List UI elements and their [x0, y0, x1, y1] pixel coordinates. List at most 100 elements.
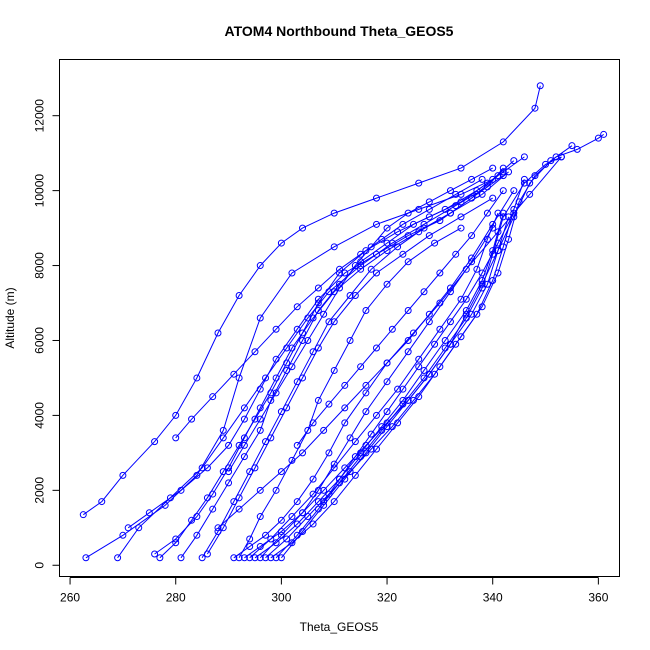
data-point	[468, 254, 476, 262]
data-point	[351, 262, 359, 270]
x-tick-label: 280	[166, 591, 186, 605]
data-point	[262, 374, 270, 382]
series-line	[233, 156, 562, 559]
data-point	[499, 138, 507, 146]
series-22	[293, 187, 507, 449]
data-point	[351, 471, 359, 479]
data-point	[404, 348, 412, 356]
data-point	[404, 209, 412, 217]
data-point	[457, 213, 465, 221]
data-point	[473, 310, 481, 318]
data-point	[341, 381, 349, 389]
data-point	[325, 490, 333, 498]
data-point	[409, 329, 417, 337]
data-point	[151, 550, 159, 558]
data-point	[198, 464, 206, 472]
data-point	[425, 370, 433, 378]
series-line	[249, 212, 499, 559]
data-point	[510, 209, 518, 217]
data-point	[399, 250, 407, 258]
data-point	[536, 82, 544, 90]
data-point	[214, 524, 222, 532]
data-point	[520, 153, 528, 161]
data-point	[219, 468, 227, 476]
series-24	[214, 187, 518, 532]
x-tick-label: 340	[483, 591, 503, 605]
data-point	[452, 250, 460, 258]
data-point	[256, 486, 264, 494]
data-point	[399, 220, 407, 228]
data-point	[240, 404, 248, 412]
data-point	[299, 224, 307, 232]
x-tick-label: 300	[271, 591, 291, 605]
data-point	[251, 348, 259, 356]
data-point	[230, 554, 238, 562]
data-point	[383, 224, 391, 232]
data-point	[357, 250, 365, 258]
data-point	[288, 513, 296, 521]
data-point	[346, 468, 354, 476]
data-point	[425, 232, 433, 240]
data-point	[367, 243, 375, 251]
data-point	[446, 318, 454, 326]
data-point	[420, 220, 428, 228]
data-point	[225, 468, 233, 476]
data-point	[235, 554, 243, 562]
series-11	[225, 164, 497, 476]
data-point	[526, 190, 534, 198]
data-point	[420, 288, 428, 296]
data-point	[510, 187, 518, 195]
series-line	[117, 167, 504, 559]
data-point	[320, 486, 328, 494]
data-point	[119, 531, 127, 539]
data-point	[336, 284, 343, 292]
data-point	[330, 209, 338, 217]
data-point	[383, 423, 391, 431]
data-point	[446, 340, 454, 348]
data-point	[520, 175, 528, 183]
data-point	[79, 511, 87, 519]
data-point	[436, 299, 444, 307]
data-point	[404, 396, 412, 404]
data-point	[383, 378, 391, 386]
data-point	[415, 393, 423, 401]
data-point	[494, 239, 502, 247]
data-point	[362, 449, 370, 457]
data-point	[404, 307, 412, 315]
series-line	[206, 197, 493, 555]
data-point	[346, 292, 354, 300]
data-point	[198, 554, 206, 562]
data-point	[219, 524, 227, 532]
data-point	[325, 449, 333, 457]
series-line	[228, 167, 493, 472]
data-point	[240, 453, 248, 461]
data-point	[531, 172, 539, 180]
data-point	[600, 130, 608, 138]
plot-frame	[59, 59, 620, 577]
data-point	[267, 396, 275, 404]
data-point	[293, 303, 301, 311]
data-point	[362, 408, 370, 416]
data-point	[325, 400, 333, 408]
data-point	[425, 205, 433, 213]
data-point	[404, 336, 412, 344]
data-point	[283, 535, 291, 543]
y-tick-label: 8000	[33, 252, 47, 279]
data-point	[446, 284, 454, 292]
data-point	[251, 415, 259, 423]
data-point	[489, 220, 497, 228]
data-point	[235, 374, 243, 382]
data-point	[262, 554, 270, 562]
data-point	[362, 389, 370, 397]
data-point	[267, 554, 275, 562]
x-tick-label: 260	[60, 591, 80, 605]
series-line	[201, 175, 504, 559]
data-point	[367, 265, 375, 273]
data-point	[499, 172, 507, 180]
y-tick-label: 2000	[33, 477, 47, 504]
data-point	[135, 524, 143, 532]
data-point	[494, 247, 502, 255]
data-point	[457, 295, 465, 303]
series-line	[275, 156, 562, 559]
data-point	[193, 531, 201, 539]
